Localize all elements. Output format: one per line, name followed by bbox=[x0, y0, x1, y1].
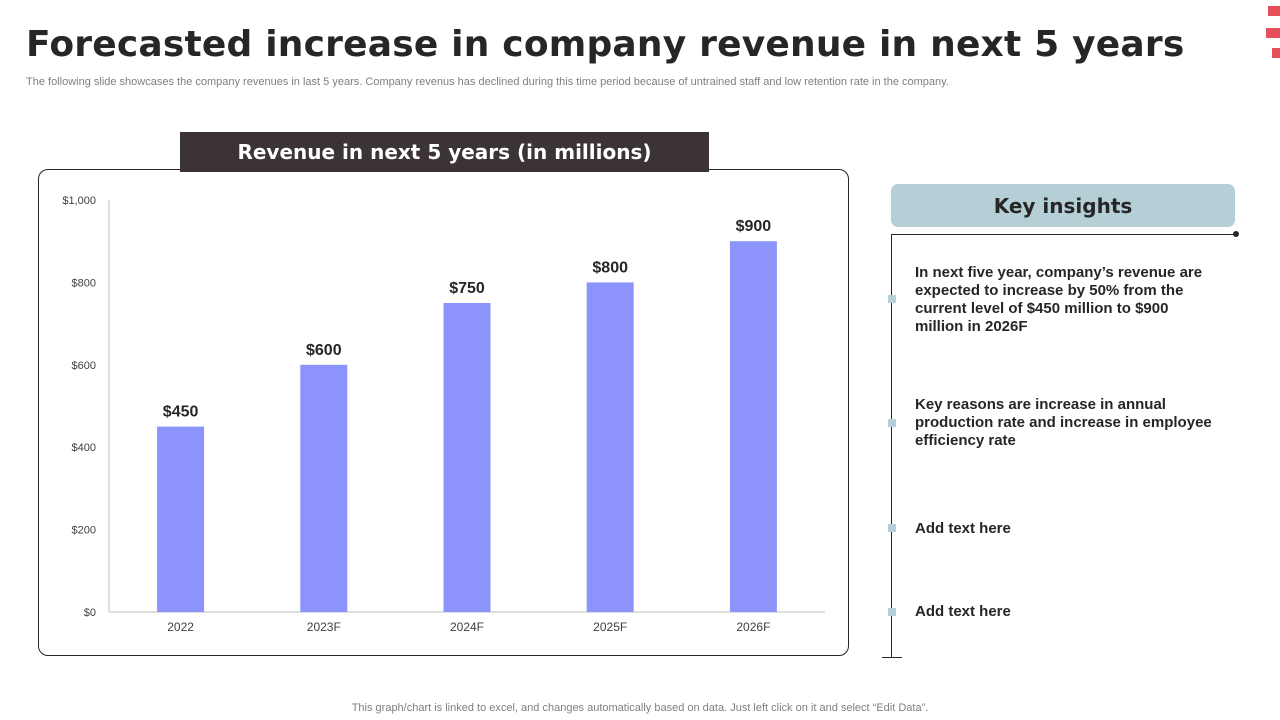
insight-item[interactable]: Key reasons are increase in annual produ… bbox=[915, 396, 1212, 449]
timeline-line bbox=[891, 234, 892, 658]
insight-marker bbox=[888, 419, 896, 427]
footer-note: This graph/chart is linked to excel, and… bbox=[351, 702, 929, 714]
bar bbox=[729, 241, 777, 612]
revenue-bar-chart[interactable]: $0 $200 $400 $600 $800 $1,000 $450 2022 $600 2023… bbox=[38, 169, 849, 656]
y-tick-label: $0 bbox=[84, 607, 96, 619]
timeline-foot bbox=[882, 657, 902, 658]
page-title: Forecasted increase in company revenue i… bbox=[26, 24, 1185, 65]
bar-value-label: $450 bbox=[163, 404, 199, 421]
x-tick-label: 2023F bbox=[307, 620, 341, 634]
x-tick-label: 2026F bbox=[736, 620, 770, 634]
y-tick-label: $400 bbox=[72, 442, 96, 454]
timeline-end-dot bbox=[1233, 231, 1239, 237]
insight-item[interactable]: Add text here bbox=[915, 603, 1011, 620]
insight-item[interactable]: In next five year, company’s revenue are… bbox=[915, 264, 1203, 335]
bar bbox=[300, 364, 348, 612]
x-tick-label: 2025F bbox=[593, 620, 627, 634]
x-tick-label: 2022 bbox=[167, 620, 194, 634]
bar-value-label: $600 bbox=[306, 342, 342, 359]
chart-title: Revenue in next 5 years (in millions) bbox=[180, 132, 709, 172]
x-tick-label: 2024F bbox=[450, 620, 484, 634]
y-tick-label: $800 bbox=[72, 277, 96, 289]
bar-value-label: $750 bbox=[449, 280, 485, 297]
corner-decoration bbox=[1260, 0, 1280, 60]
bar bbox=[586, 282, 634, 612]
insight-item[interactable]: Add text here bbox=[915, 520, 1011, 537]
insight-marker bbox=[888, 295, 896, 303]
timeline-top-line bbox=[891, 234, 1235, 235]
y-tick-label: $1,000 bbox=[62, 195, 96, 207]
key-insights-header: Key insights bbox=[891, 184, 1235, 227]
bar bbox=[443, 303, 491, 612]
page-subtitle: The following slide showcases the compan… bbox=[26, 76, 949, 88]
insight-marker bbox=[888, 524, 896, 532]
bar-value-label: $900 bbox=[736, 218, 772, 235]
bar-value-label: $800 bbox=[592, 259, 628, 276]
y-tick-label: $200 bbox=[72, 525, 96, 537]
insight-marker bbox=[888, 608, 896, 616]
y-tick-label: $600 bbox=[72, 360, 96, 372]
bar bbox=[157, 426, 205, 612]
